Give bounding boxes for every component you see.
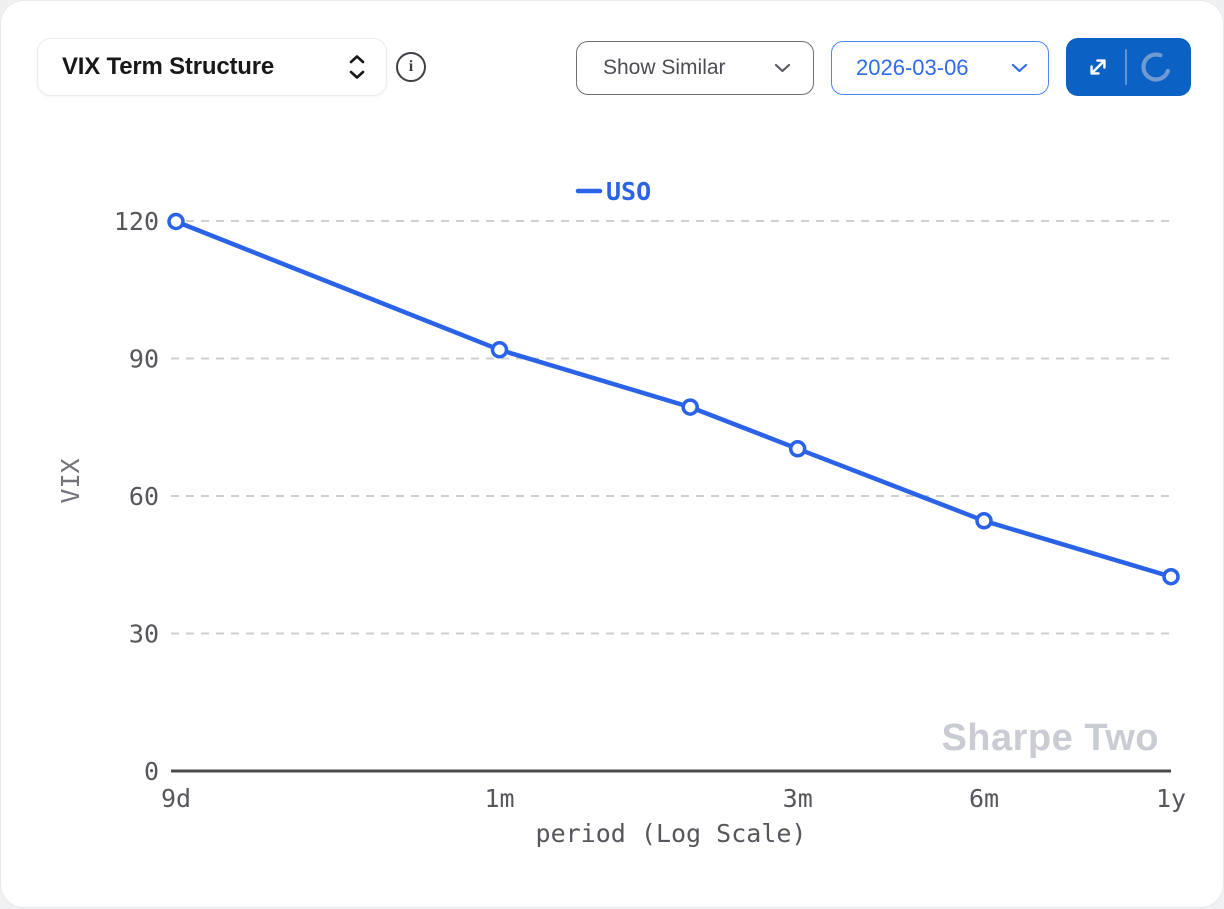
legend-series-label[interactable]: USO — [606, 177, 651, 206]
data-point-marker[interactable] — [791, 442, 805, 456]
y-tick-label: 90 — [129, 345, 159, 374]
data-point-marker[interactable] — [169, 215, 183, 229]
y-axis-title: VIX — [56, 458, 85, 503]
x-tick-label: 3m — [783, 784, 813, 813]
data-point-marker[interactable] — [1164, 570, 1178, 584]
data-point-marker[interactable] — [493, 343, 507, 357]
series-line — [176, 222, 1171, 577]
data-point-marker[interactable] — [683, 400, 697, 414]
y-tick-label: 120 — [114, 207, 159, 236]
x-tick-label: 9d — [161, 784, 191, 813]
y-tick-label: 0 — [144, 757, 159, 786]
x-tick-label: 6m — [969, 784, 999, 813]
x-tick-label: 1m — [484, 784, 514, 813]
watermark: Sharpe Two — [941, 717, 1159, 759]
data-point-marker[interactable] — [977, 514, 991, 528]
y-tick-label: 30 — [129, 620, 159, 649]
y-tick-label: 60 — [129, 482, 159, 511]
x-tick-label: 1y — [1156, 784, 1186, 813]
x-axis-title: period (Log Scale) — [536, 819, 807, 848]
